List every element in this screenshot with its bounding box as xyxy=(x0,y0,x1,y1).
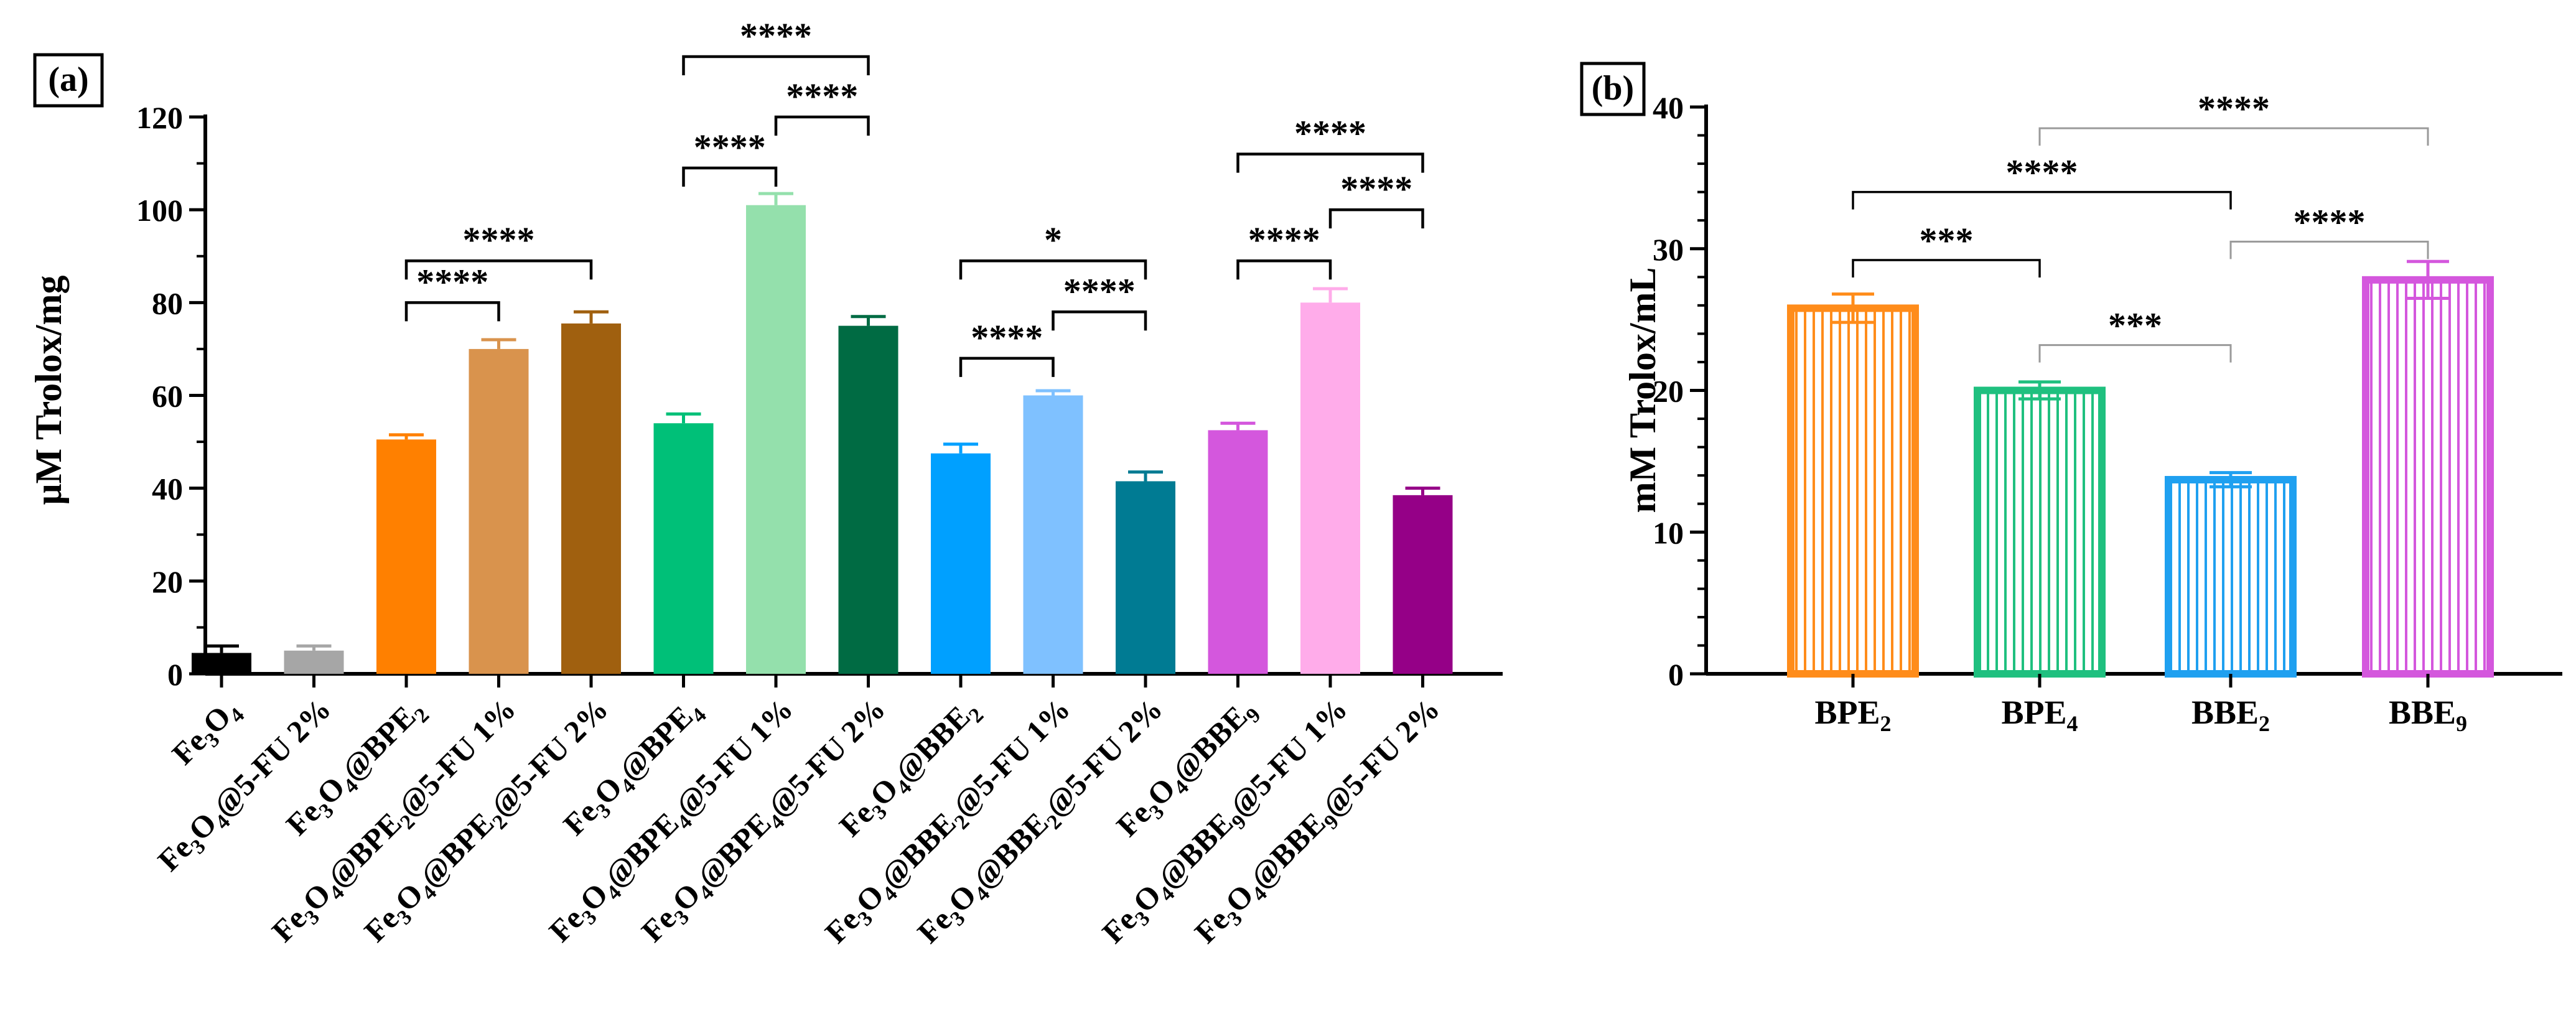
x-tick-label: BPE4 xyxy=(2001,694,2078,736)
significance-label: **** xyxy=(786,76,858,116)
bar xyxy=(192,653,251,674)
y-tick-label: 120 xyxy=(136,100,183,135)
label-part: BPE xyxy=(1814,694,1880,731)
significance-bracket xyxy=(684,168,777,187)
significance-label: **** xyxy=(2198,88,2270,129)
significance-bracket xyxy=(776,117,869,136)
panel-a-bars xyxy=(192,193,1453,688)
label-part: BBE xyxy=(2389,694,2456,731)
significance-bracket xyxy=(1238,261,1331,279)
panel-b-significance: ****************** xyxy=(1853,88,2428,362)
label-subscript: 2 xyxy=(1880,711,1892,736)
label-part: @BPE xyxy=(690,806,778,893)
y-tick-label: 20 xyxy=(152,564,183,599)
label-subscript: 9 xyxy=(2456,711,2467,736)
significance-bracket xyxy=(1330,210,1423,228)
bar xyxy=(469,349,529,674)
panel-b-label: (b) xyxy=(1592,69,1634,108)
significance-label: **** xyxy=(2006,152,2078,193)
significance-bracket xyxy=(1853,260,2040,277)
significance-label: **** xyxy=(694,127,766,167)
y-tick-label: 20 xyxy=(1653,374,1684,409)
label-part: @BBE xyxy=(888,699,977,788)
significance-bracket xyxy=(961,358,1053,377)
panel-a-label: (a) xyxy=(48,60,88,99)
significance-bracket xyxy=(2231,241,2428,259)
significance-label: **** xyxy=(1063,271,1136,311)
bar xyxy=(1300,302,1360,674)
figure-svg: (a) μM Trolox/mg 020406080100120 *******… xyxy=(0,0,2576,1018)
bar xyxy=(1116,481,1175,674)
bar xyxy=(1791,308,1915,674)
bar xyxy=(746,205,806,674)
significance-label: **** xyxy=(463,220,535,260)
significance-bracket xyxy=(1053,312,1146,330)
label-part: @BBE xyxy=(1165,699,1254,788)
panel-b-x-labels: BPE2 BPE4 BBE2 BBE9 xyxy=(1814,694,2467,736)
bar xyxy=(284,651,344,674)
significance-bracket xyxy=(2040,345,2231,363)
y-tick-label: 10 xyxy=(1653,515,1684,550)
significance-label: **** xyxy=(740,16,812,56)
bar xyxy=(1977,391,2102,674)
bar xyxy=(2366,280,2490,674)
label-part: @BBE xyxy=(966,806,1055,895)
panel-a-axes: 0 20 40 60 80 100 120 xyxy=(136,100,1503,692)
y-tick-label: 60 xyxy=(152,379,183,414)
significance-bracket xyxy=(2040,128,2428,146)
bar xyxy=(1024,396,1083,674)
significance-bracket xyxy=(406,302,499,321)
y-tick-label: 0 xyxy=(1668,657,1684,692)
significance-label: *** xyxy=(2108,305,2162,346)
x-tick-label: BPE2 xyxy=(1814,694,1891,736)
label-part: @BPE xyxy=(612,699,699,786)
bar xyxy=(2168,480,2293,674)
panel-a-significance: ***************************** ***********… xyxy=(406,16,1423,377)
label-part: @BPE xyxy=(335,699,422,786)
label-part: @BPE xyxy=(413,806,500,893)
panel-a-ylabel: μM Trolox/mg xyxy=(28,276,69,505)
label-part: BPE xyxy=(2001,694,2066,731)
bar xyxy=(376,439,436,674)
bar xyxy=(931,454,991,674)
x-tick-label: BBE9 xyxy=(2389,694,2467,736)
x-tick-label: BBE2 xyxy=(2191,694,2270,736)
bar xyxy=(561,324,621,674)
label-subscript: 4 xyxy=(2067,711,2078,736)
y-tick-label: 0 xyxy=(167,657,183,692)
significance-label: **** xyxy=(416,261,488,302)
label-subscript: 2 xyxy=(2259,711,2270,736)
bar xyxy=(839,326,898,674)
y-tick-label: 100 xyxy=(136,193,183,228)
x-tick-label: Fe3O4 xyxy=(165,691,249,775)
label-part: @BBE xyxy=(1243,806,1332,895)
significance-bracket xyxy=(684,57,869,75)
y-tick-label: 80 xyxy=(152,286,183,320)
bar xyxy=(1393,495,1453,674)
significance-label: **** xyxy=(1340,169,1412,209)
significance-label: **** xyxy=(1294,113,1366,154)
bar xyxy=(1208,430,1268,674)
label-part: BBE xyxy=(2191,694,2259,731)
y-tick-label: 40 xyxy=(152,472,183,506)
significance-label: **** xyxy=(2294,202,2366,242)
y-tick-label: 40 xyxy=(1653,90,1684,125)
significance-label: **** xyxy=(1248,220,1320,260)
bar xyxy=(654,423,714,674)
significance-label: **** xyxy=(971,317,1043,358)
significance-label: *** xyxy=(1920,220,1974,261)
y-tick-label: 30 xyxy=(1653,232,1684,267)
significance-bracket xyxy=(1853,192,2231,210)
significance-label: * xyxy=(1044,220,1062,260)
figure-canvas: (a) μM Trolox/mg 0 20 40 60 80 100 120 **** ***… xyxy=(0,0,2576,1018)
